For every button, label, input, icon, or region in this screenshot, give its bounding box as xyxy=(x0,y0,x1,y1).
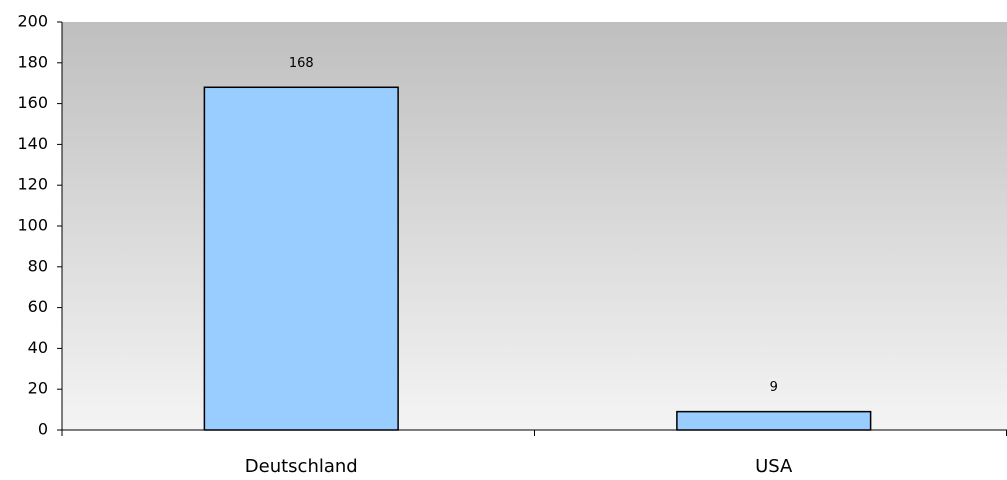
y-tick-label: 120 xyxy=(17,175,48,194)
y-tick-label: 40 xyxy=(28,338,48,357)
x-tick-label: Deutschland xyxy=(245,456,358,477)
y-tick-label: 60 xyxy=(28,297,48,316)
bar xyxy=(203,86,399,431)
y-tick-label: 80 xyxy=(28,256,48,275)
y-tick-label: 180 xyxy=(17,52,48,71)
data-label: 9 xyxy=(770,380,778,395)
y-tick-label: 100 xyxy=(17,216,48,235)
y-tick-label: 20 xyxy=(28,379,48,398)
y-tick-label: 140 xyxy=(17,134,48,153)
data-label: 168 xyxy=(289,56,314,71)
y-tick-label: 160 xyxy=(17,93,48,112)
x-tick-label: USA xyxy=(755,456,793,477)
y-tick-label: 200 xyxy=(17,12,48,31)
bar xyxy=(676,410,872,431)
y-tick-label: 0 xyxy=(38,420,48,439)
